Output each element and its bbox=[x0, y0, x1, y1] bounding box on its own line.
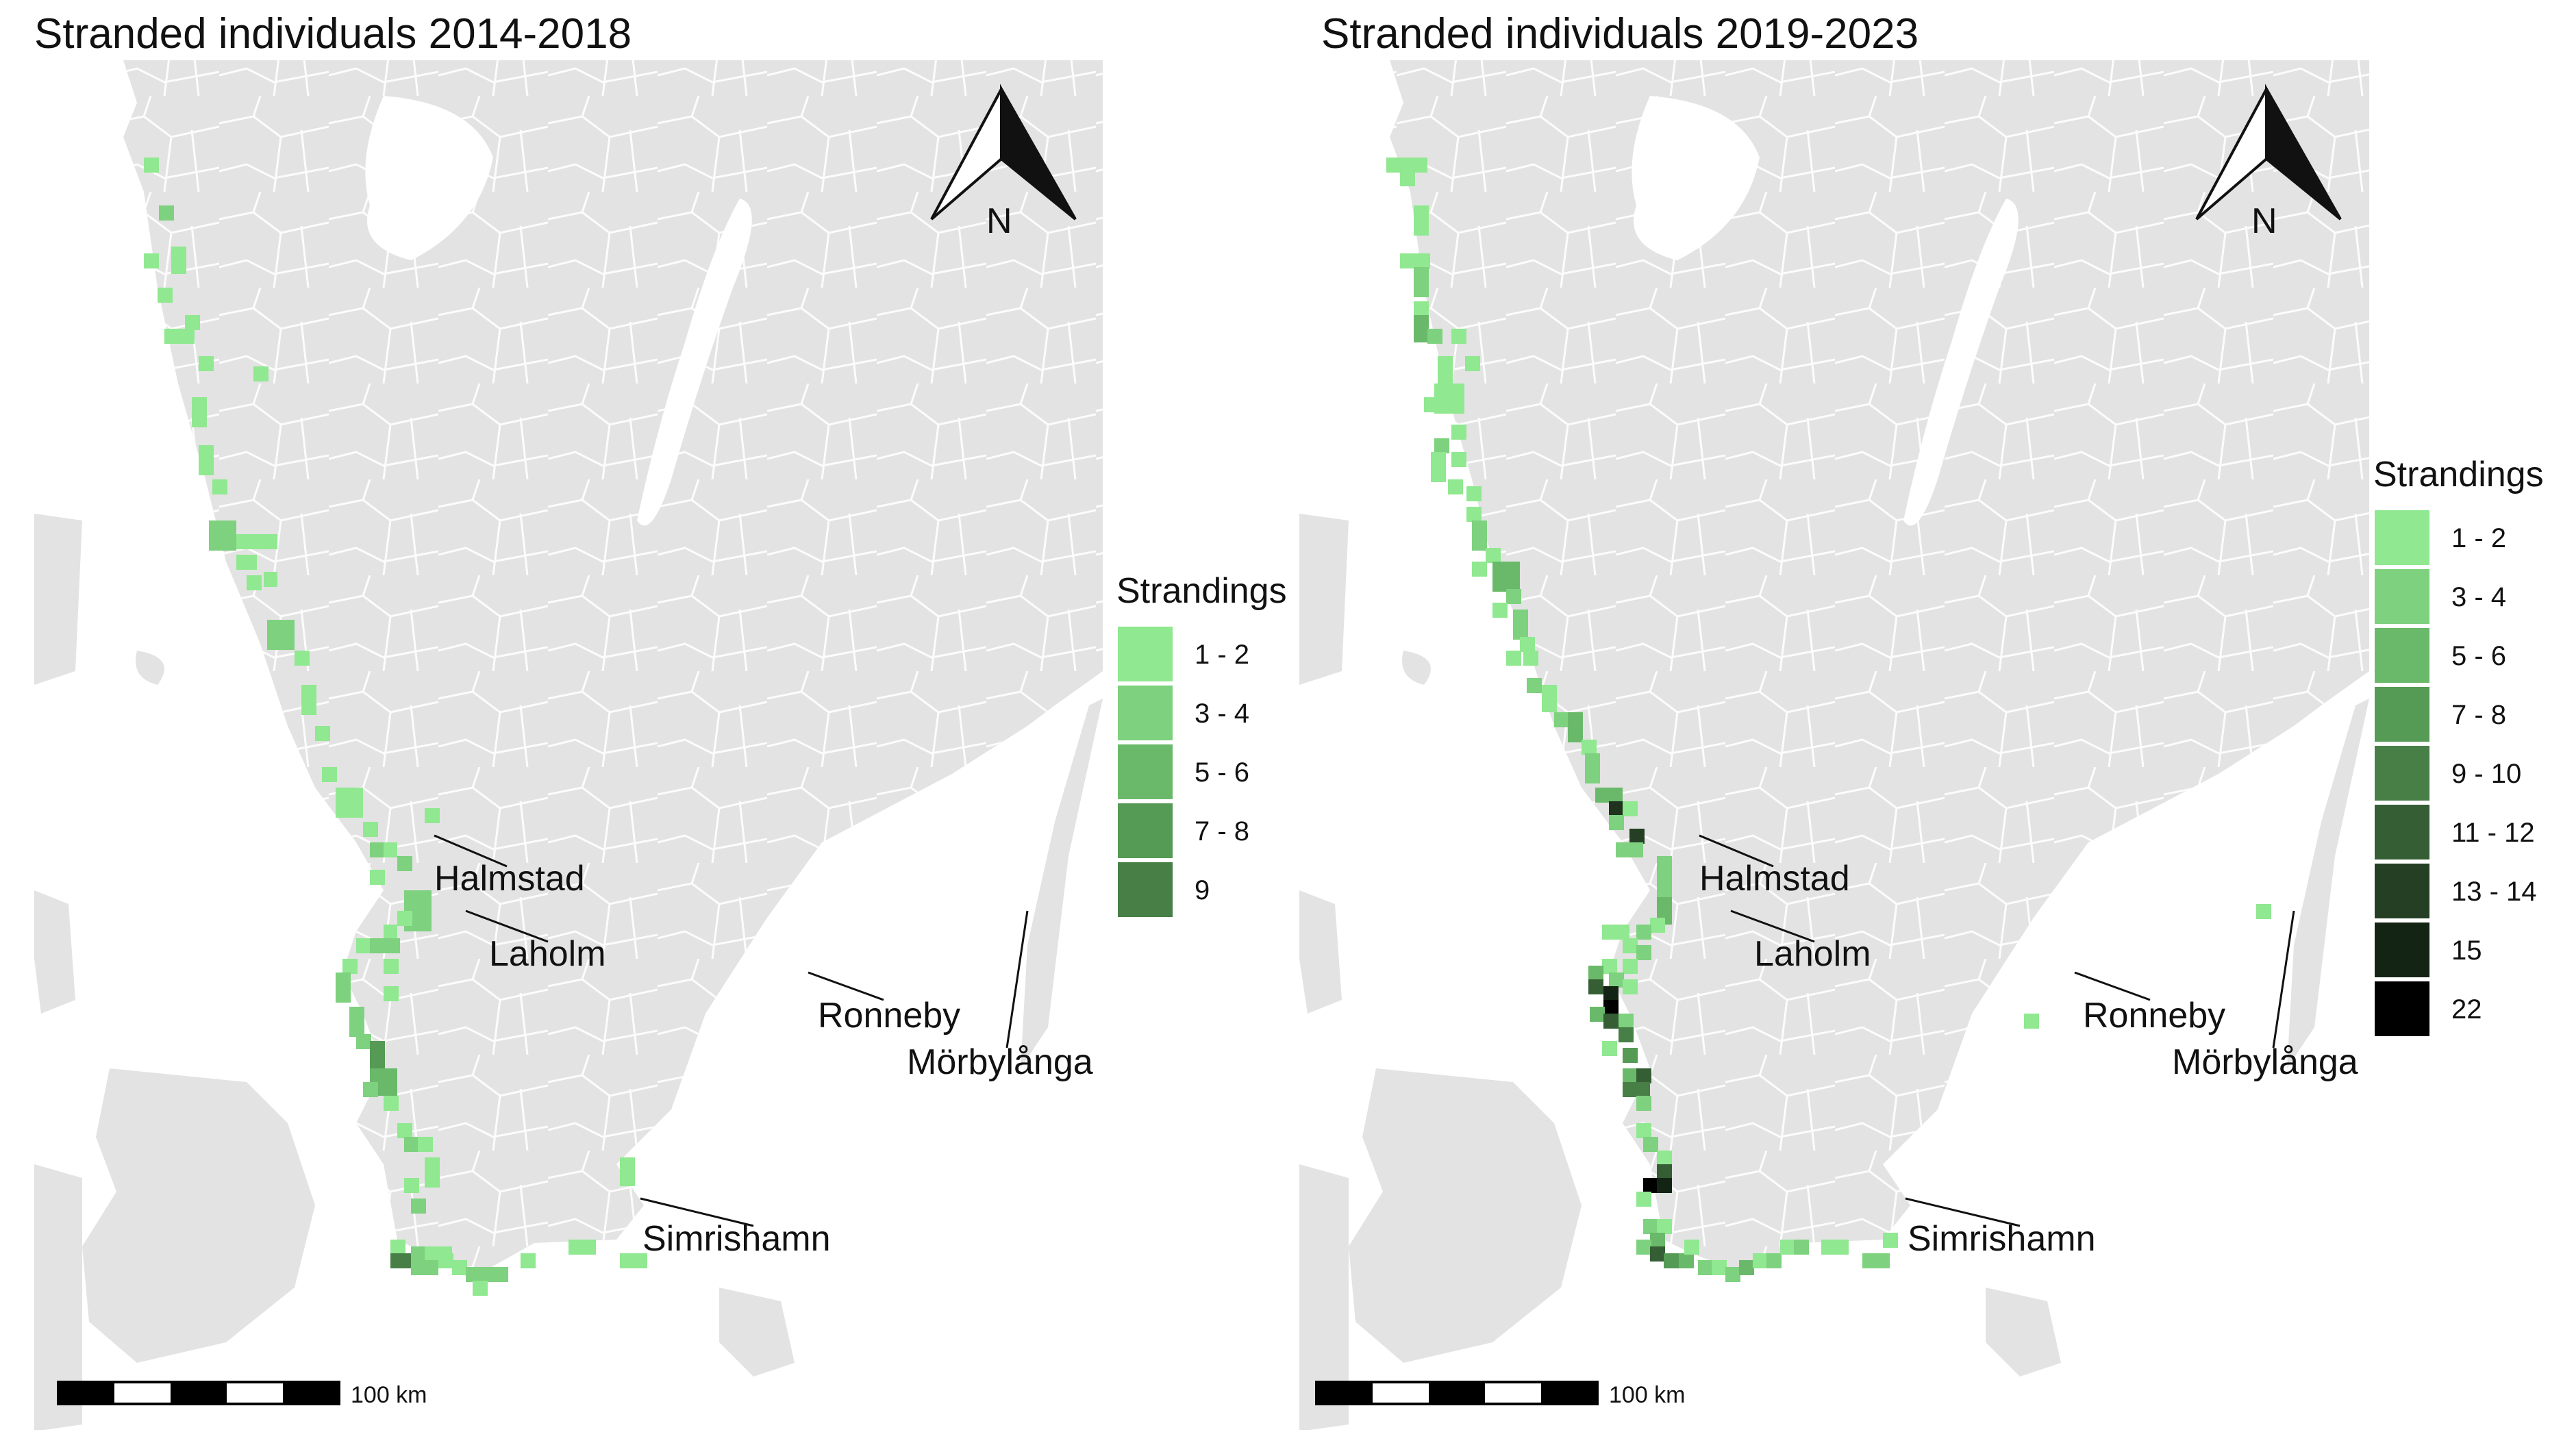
place-simrishamn: Simrishamn bbox=[642, 1219, 831, 1259]
legend-swatch bbox=[2375, 746, 2429, 801]
legend-swatch bbox=[2375, 922, 2429, 977]
map-title: Stranded individuals 2014-2018 bbox=[34, 10, 632, 58]
legend-label: 11 - 12 bbox=[2451, 818, 2535, 848]
land-denmark bbox=[82, 1068, 315, 1363]
legend-swatch bbox=[2375, 687, 2429, 742]
legend-title: Strandings bbox=[1116, 571, 1287, 611]
legend-swatch bbox=[2375, 981, 2429, 1036]
legend-swatch bbox=[1118, 627, 1173, 681]
legend-label: 9 bbox=[1195, 875, 1210, 905]
legend-swatch bbox=[2375, 805, 2429, 859]
lake-vattern bbox=[637, 199, 752, 526]
legend-swatch bbox=[2375, 628, 2429, 683]
land-bornholm bbox=[1986, 1288, 2061, 1377]
place-laholm: Laholm bbox=[489, 934, 606, 974]
legend-title: Strandings bbox=[2373, 455, 2544, 494]
land-oland bbox=[2287, 699, 2369, 1068]
place-laholm: Laholm bbox=[1754, 934, 1871, 974]
legend-label: 15 bbox=[2451, 936, 2482, 966]
legend: Strandings 1 - 2 3 - 4 5 - 6 7 - 8 9 - 10 11 … bbox=[2373, 455, 2544, 1036]
north-label: N bbox=[2251, 201, 2277, 241]
scale-bar: 100 km bbox=[1315, 1381, 1686, 1408]
place-ronneby: Ronneby bbox=[2083, 996, 2225, 1035]
legend-swatch bbox=[1118, 686, 1173, 740]
legend-label: 22 bbox=[2451, 994, 2482, 1025]
legend-swatch bbox=[1118, 744, 1173, 799]
legend-swatch bbox=[1118, 862, 1173, 917]
map-panel-2014-2018: Stranded individuals 2014-2018 bbox=[34, 10, 1287, 1430]
scale-bar: 100 km bbox=[57, 1381, 427, 1408]
stranding-cells bbox=[144, 158, 647, 1296]
map-panel-2019-2023: Stranded individuals 2019-2023 bbox=[1287, 0, 2574, 1456]
place-halmstad: Halmstad bbox=[434, 859, 585, 899]
lake-vanern bbox=[1632, 96, 1760, 260]
legend-label: 7 - 8 bbox=[2451, 700, 2506, 730]
land-oland bbox=[1021, 699, 1103, 1068]
legend-swatch bbox=[2375, 864, 2429, 918]
place-morbylanga: Mörbylånga bbox=[907, 1042, 1093, 1082]
place-morbylanga: Mörbylånga bbox=[2172, 1042, 2358, 1082]
map-canvas: Halmstad Laholm Ronneby Mörbylånga Simri… bbox=[34, 60, 1287, 1430]
label-leaders bbox=[434, 834, 1029, 1227]
legend-label: 3 - 4 bbox=[2451, 582, 2506, 612]
legend-label: 13 - 14 bbox=[2451, 877, 2537, 907]
lake-vattern bbox=[1903, 199, 2019, 526]
north-label: N bbox=[986, 201, 1012, 241]
legend-label: 5 - 6 bbox=[2451, 641, 2506, 671]
legend-swatch bbox=[2375, 569, 2429, 624]
legend-label: 5 - 6 bbox=[1195, 757, 1249, 788]
lake-vanern bbox=[365, 96, 493, 260]
legend: Strandings 1 - 2 3 - 4 5 - 6 7 - 8 9 bbox=[1116, 571, 1287, 917]
place-ronneby: Ronneby bbox=[818, 996, 960, 1035]
land-bornholm bbox=[719, 1288, 795, 1377]
legend-label: 7 - 8 bbox=[1195, 816, 1249, 846]
north-arrow-icon: N bbox=[930, 84, 1077, 241]
legend-swatch bbox=[1118, 803, 1173, 858]
legend-label: 1 - 2 bbox=[2451, 523, 2506, 553]
scale-label: 100 km bbox=[1609, 1382, 1686, 1408]
legend-label: 3 - 4 bbox=[1195, 699, 1249, 729]
legend-label: 9 - 10 bbox=[2451, 759, 2521, 789]
label-leaders bbox=[1699, 834, 2295, 1227]
land-denmark bbox=[1349, 1068, 1582, 1363]
map-canvas: Halmstad Laholm Ronneby Mörbylånga Simri… bbox=[1299, 60, 2544, 1430]
legend-swatch bbox=[2375, 510, 2429, 565]
stranding-cells bbox=[1386, 158, 2271, 1282]
north-arrow-icon: N bbox=[2195, 84, 2342, 241]
scale-label: 100 km bbox=[351, 1382, 427, 1408]
map-title: Stranded individuals 2019-2023 bbox=[1321, 10, 1919, 58]
place-halmstad: Halmstad bbox=[1699, 859, 1850, 899]
place-simrishamn: Simrishamn bbox=[1908, 1219, 2096, 1259]
legend-label: 1 - 2 bbox=[1195, 640, 1249, 670]
